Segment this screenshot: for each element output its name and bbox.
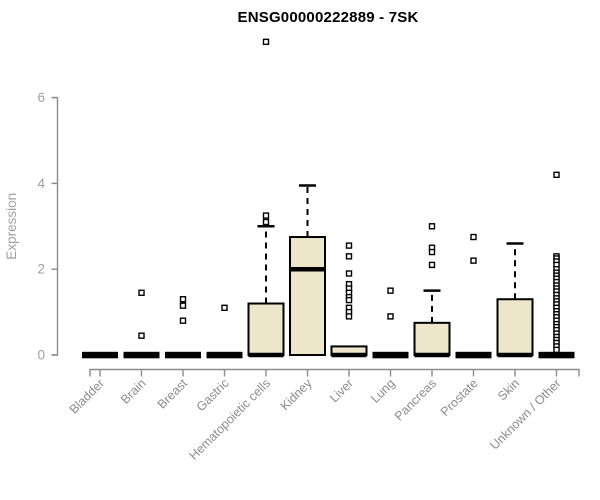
x-axis-tick-label: Prostate	[438, 376, 481, 419]
outlier-point	[262, 212, 270, 219]
y-axis-title: Expression	[4, 193, 19, 260]
box	[496, 298, 534, 357]
y-axis-tick-label: 4	[37, 176, 45, 191]
x-axis-line	[89, 368, 580, 377]
outlier-point	[179, 302, 187, 309]
outlier-point	[179, 317, 187, 324]
outlier-point	[138, 289, 145, 296]
x-axis-tick-label: Pancreas	[392, 376, 439, 423]
x-axis-tick-label: Liver	[327, 376, 356, 405]
outlier-point	[428, 261, 436, 269]
x-axis-tick-label: Skin	[495, 376, 522, 403]
outlier-point	[179, 296, 187, 303]
outlier-point	[428, 248, 436, 256]
outlier-point	[553, 346, 560, 354]
outlier-point	[387, 313, 394, 320]
x-axis-tick-label: Lung	[368, 376, 398, 406]
box-collapsed	[165, 351, 201, 359]
box-collapsed	[538, 351, 575, 359]
outlier-point	[345, 242, 353, 249]
outlier-point	[553, 171, 560, 179]
outlier-point	[345, 270, 353, 277]
y-axis-tick-label: 2	[37, 262, 45, 277]
outlier-point	[221, 304, 228, 312]
x-axis-tick-label: Breast	[155, 376, 191, 412]
box-collapsed	[123, 351, 160, 359]
box-collapsed	[82, 351, 118, 359]
box	[413, 321, 451, 357]
outlier-point	[262, 38, 270, 46]
box-collapsed	[372, 351, 409, 359]
box-collapsed	[455, 351, 492, 359]
outlier-point	[262, 218, 270, 226]
outlier-point	[345, 313, 353, 320]
outlier-point	[387, 287, 394, 294]
chart-title: ENSG00000222889 - 7SK	[237, 9, 419, 26]
x-axis-tick-label: Bladder	[67, 376, 107, 416]
y-axis-tick-label: 0	[37, 348, 45, 363]
box-collapsed	[206, 351, 243, 359]
x-axis-tick-label: Kidney	[278, 376, 315, 413]
outlier-point	[138, 332, 145, 339]
x-axis-tick-label: Unknown / Other	[487, 376, 563, 452]
x-axis-tick-label: Gastric	[194, 376, 232, 414]
box	[289, 236, 326, 356]
box	[247, 302, 285, 356]
outlier-point	[470, 233, 477, 241]
outlier-point	[345, 253, 353, 260]
x-axis-tick-label: Hematopoietic cells	[187, 376, 274, 463]
outlier-point	[470, 257, 477, 264]
outlier-point	[345, 296, 353, 304]
y-axis-line	[51, 96, 59, 356]
y-axis-tick-label: 6	[37, 90, 45, 105]
x-axis-tick-label: Brain	[118, 376, 149, 407]
outlier-point	[428, 223, 436, 230]
